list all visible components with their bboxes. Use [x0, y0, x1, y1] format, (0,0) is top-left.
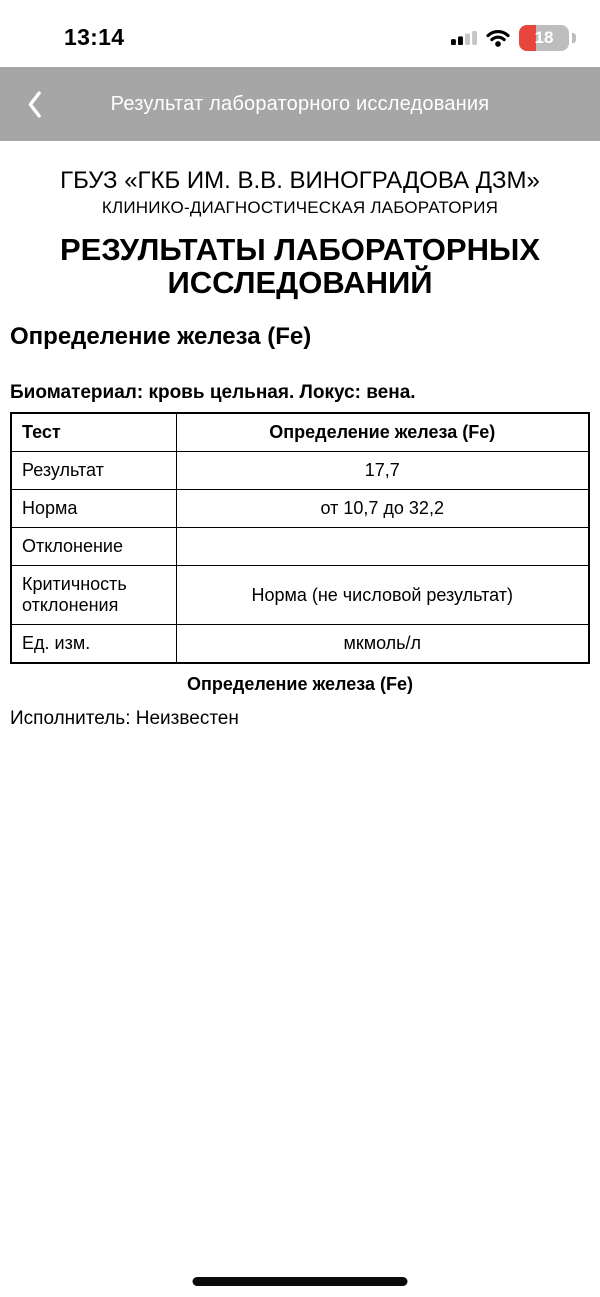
table-cell-label: Тест	[10, 412, 177, 452]
table-row: Отклонение	[10, 527, 590, 566]
table-cell-value: Норма (не числовой результат)	[175, 565, 590, 625]
table-cell-label: Норма	[10, 489, 177, 528]
table-cell-value: мкмоль/л	[175, 624, 590, 664]
document-title: РЕЗУЛЬТАТЫ ЛАБОРАТОРНЫХ ИССЛЕДОВАНИЙ	[59, 232, 540, 300]
status-icons: 18	[451, 24, 576, 51]
table-cell-value	[175, 527, 590, 566]
table-row: Норма от 10,7 до 32,2	[10, 489, 590, 528]
back-button[interactable]	[10, 67, 58, 141]
table-cell-label: Результат	[10, 451, 177, 490]
battery-cap	[572, 32, 576, 43]
cellular-signal-icon	[451, 30, 477, 45]
organization-name: ГБУЗ «ГКБ ИМ. В.В. ВИНОГРАДОВА ДЗМ»	[60, 167, 540, 194]
battery-percent: 18	[534, 27, 554, 47]
nav-bar: Результат лабораторного исследования	[0, 67, 600, 141]
table-cell-label: Критичность отклонения	[10, 565, 177, 625]
results-table: Тест Определение железа (Fe) Результат 1…	[10, 412, 590, 664]
chevron-left-icon	[28, 90, 41, 118]
executor-line: Исполнитель: Неизвестен	[10, 708, 239, 729]
table-cell-value: Определение железа (Fe)	[175, 412, 590, 452]
status-time: 13:14	[64, 24, 125, 50]
table-cell-label: Отклонение	[10, 527, 177, 566]
department-name: КЛИНИКО-ДИАГНОСТИЧЕСКАЯ ЛАБОРАТОРИЯ	[101, 198, 499, 217]
battery-icon: 18	[519, 24, 569, 51]
table-cell-label: Ед. изм.	[10, 624, 177, 664]
biomaterial-line: Биоматериал: кровь цельная. Локус: вена.	[10, 382, 416, 403]
table-row: Тест Определение железа (Fe)	[10, 412, 590, 452]
table-row: Ед. изм. мкмоль/л	[10, 624, 590, 664]
wifi-icon	[486, 29, 510, 47]
nav-title: Результат лабораторного исследования	[110, 92, 490, 115]
status-bar: 13:14 18	[0, 0, 600, 67]
battery-fill	[519, 24, 536, 51]
table-row: Критичность отклонения Норма (не числово…	[10, 565, 590, 625]
content: ГБУЗ «ГКБ ИМ. В.В. ВИНОГРАДОВА ДЗМ» КЛИН…	[0, 167, 600, 730]
table-row: Результат 17,7	[10, 451, 590, 490]
home-indicator[interactable]	[192, 1277, 408, 1286]
table-cell-value: 17,7	[175, 451, 590, 490]
test-name-heading: Определение железа (Fe)	[10, 323, 312, 350]
table-cell-value: от 10,7 до 32,2	[175, 489, 590, 528]
table-caption: Определение железа (Fe)	[187, 674, 413, 694]
